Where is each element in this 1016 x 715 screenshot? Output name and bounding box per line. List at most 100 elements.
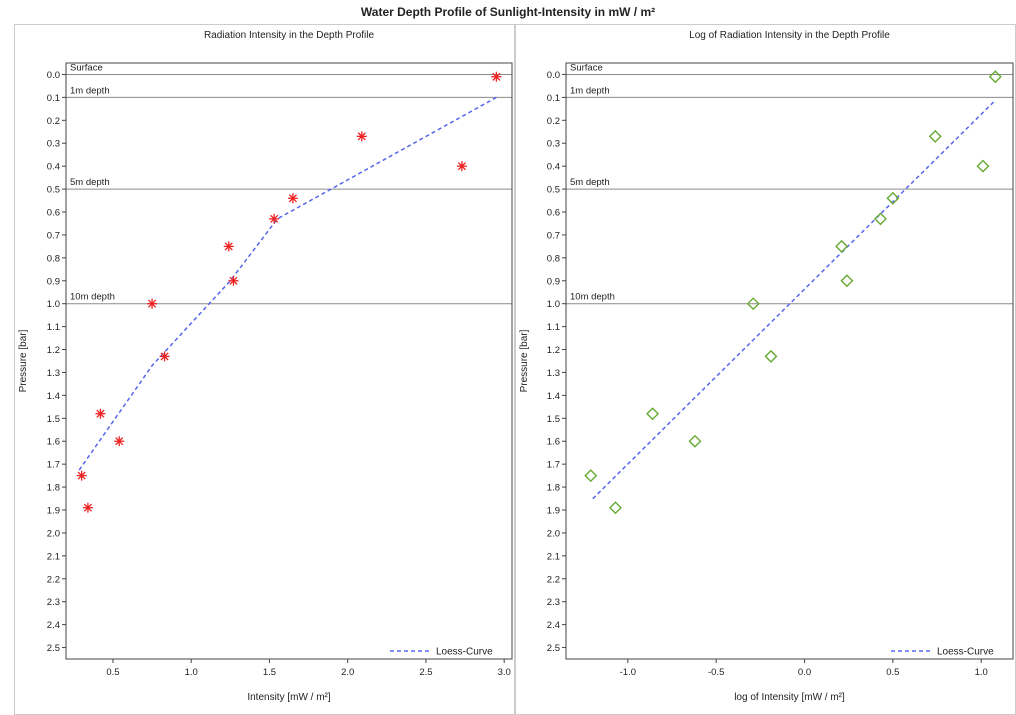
y-tick-label: 2.5 — [547, 643, 560, 654]
legend: Loess-Curve — [390, 647, 493, 658]
y-tick-label: 0.8 — [547, 253, 560, 264]
reference-line-label: 5m depth — [570, 177, 610, 188]
x-tick-label: 2.5 — [419, 667, 432, 678]
data-point — [584, 469, 598, 483]
data-point — [976, 159, 990, 173]
y-tick-label: 1.6 — [547, 437, 560, 448]
x-tick-label: 0.5 — [106, 667, 119, 678]
y-tick-label: 0.9 — [547, 276, 560, 287]
x-tick-label: 1.0 — [185, 667, 198, 678]
y-tick-label: 2.2 — [547, 574, 560, 585]
reference-line-label: 10m depth — [70, 292, 115, 303]
data-point — [746, 297, 760, 311]
x-tick-label: -1.0 — [620, 667, 636, 678]
plot-frame — [565, 62, 1014, 660]
y-tick-label: 0.5 — [47, 185, 60, 196]
y-axis-label: Pressure [bar] — [18, 329, 29, 392]
loess-curve — [77, 96, 497, 472]
x-tick-label: 3.0 — [498, 667, 511, 678]
data-point — [159, 351, 170, 362]
data-point — [95, 408, 106, 419]
y-tick-label: 1.3 — [547, 368, 560, 379]
y-tick-label: 0.6 — [547, 208, 560, 219]
y-tick-label: 0.3 — [47, 139, 60, 150]
y-tick-label: 1.0 — [47, 299, 60, 310]
y-tick-label: 0.7 — [547, 230, 560, 241]
data-point — [886, 191, 900, 205]
x-tick-label: 2.0 — [341, 667, 354, 678]
data-point — [928, 129, 942, 143]
y-tick-label: 0.2 — [47, 116, 60, 127]
x-tick-label: 0.0 — [798, 667, 811, 678]
data-point — [269, 213, 280, 224]
reference-line-label: 1m depth — [70, 85, 110, 96]
reference-line-label: 5m depth — [70, 177, 110, 188]
data-point — [988, 70, 1002, 84]
y-tick-label: 1.2 — [47, 345, 60, 356]
y-tick-label: 1.7 — [547, 460, 560, 471]
chart-panel-1: Radiation Intensity in the Depth Profile… — [14, 24, 515, 715]
x-axis-label: log of Intensity [mW / m²] — [734, 692, 845, 703]
reference-line-label: Surface — [70, 62, 103, 73]
y-tick-label: 1.2 — [547, 345, 560, 356]
x-tick-label: 0.5 — [886, 667, 899, 678]
y-tick-label: 0.0 — [47, 70, 60, 81]
chart-panel-2: Log of Radiation Intensity in the Depth … — [515, 24, 1016, 715]
y-tick-label: 2.4 — [547, 620, 560, 631]
y-tick-label: 0.5 — [547, 185, 560, 196]
data-point — [608, 501, 622, 515]
y-tick-label: 1.9 — [547, 506, 560, 517]
legend-label: Loess-Curve — [436, 647, 493, 658]
data-point — [764, 349, 778, 363]
y-tick-label: 1.5 — [47, 414, 60, 425]
x-tick-label: -0.5 — [708, 667, 724, 678]
y-tick-label: 0.1 — [547, 93, 560, 104]
y-tick-label: 2.0 — [47, 528, 60, 539]
data-point — [646, 407, 660, 421]
y-tick-label: 1.1 — [547, 322, 560, 333]
y-tick-label: 1.8 — [547, 483, 560, 494]
panel-title: Log of Radiation Intensity in the Depth … — [689, 30, 890, 41]
y-tick-label: 0.3 — [547, 139, 560, 150]
y-tick-label: 1.4 — [47, 391, 60, 402]
legend-label: Loess-Curve — [937, 647, 994, 658]
y-tick-label: 2.5 — [47, 643, 60, 654]
y-tick-label: 1.0 — [547, 299, 560, 310]
y-tick-label: 2.0 — [547, 528, 560, 539]
y-tick-label: 1.7 — [47, 460, 60, 471]
y-tick-label: 0.6 — [47, 208, 60, 219]
y-tick-label: 1.1 — [47, 322, 60, 333]
data-point — [491, 71, 502, 82]
loess-curve — [590, 101, 995, 502]
y-tick-label: 1.6 — [47, 437, 60, 448]
y-tick-label: 0.1 — [47, 93, 60, 104]
data-point — [223, 241, 234, 252]
y-tick-label: 1.9 — [47, 506, 60, 517]
data-point — [76, 470, 87, 481]
y-axis-label: Pressure [bar] — [519, 329, 530, 392]
y-tick-label: 2.1 — [547, 551, 560, 562]
y-tick-label: 2.3 — [47, 597, 60, 608]
y-tick-label: 0.0 — [547, 70, 560, 81]
reference-line-label: 1m depth — [570, 85, 610, 96]
data-point — [835, 239, 849, 253]
data-point — [114, 436, 125, 447]
y-tick-label: 0.2 — [547, 116, 560, 127]
y-tick-label: 0.7 — [47, 230, 60, 241]
data-point — [287, 193, 298, 204]
data-point — [456, 161, 467, 172]
y-tick-label: 1.3 — [47, 368, 60, 379]
data-point — [147, 298, 158, 309]
data-point — [356, 131, 367, 142]
data-point — [840, 274, 854, 288]
plot-frame — [65, 62, 513, 660]
y-tick-label: 0.8 — [47, 253, 60, 264]
reference-line-label: 10m depth — [570, 292, 615, 303]
x-axis-label: Intensity [mW / m²] — [247, 692, 331, 703]
panel-title: Radiation Intensity in the Depth Profile — [204, 30, 375, 41]
y-tick-label: 2.3 — [547, 597, 560, 608]
chart-main-title: Water Depth Profile of Sunlight-Intensit… — [361, 5, 655, 19]
data-point — [82, 502, 93, 513]
y-tick-label: 1.8 — [47, 483, 60, 494]
